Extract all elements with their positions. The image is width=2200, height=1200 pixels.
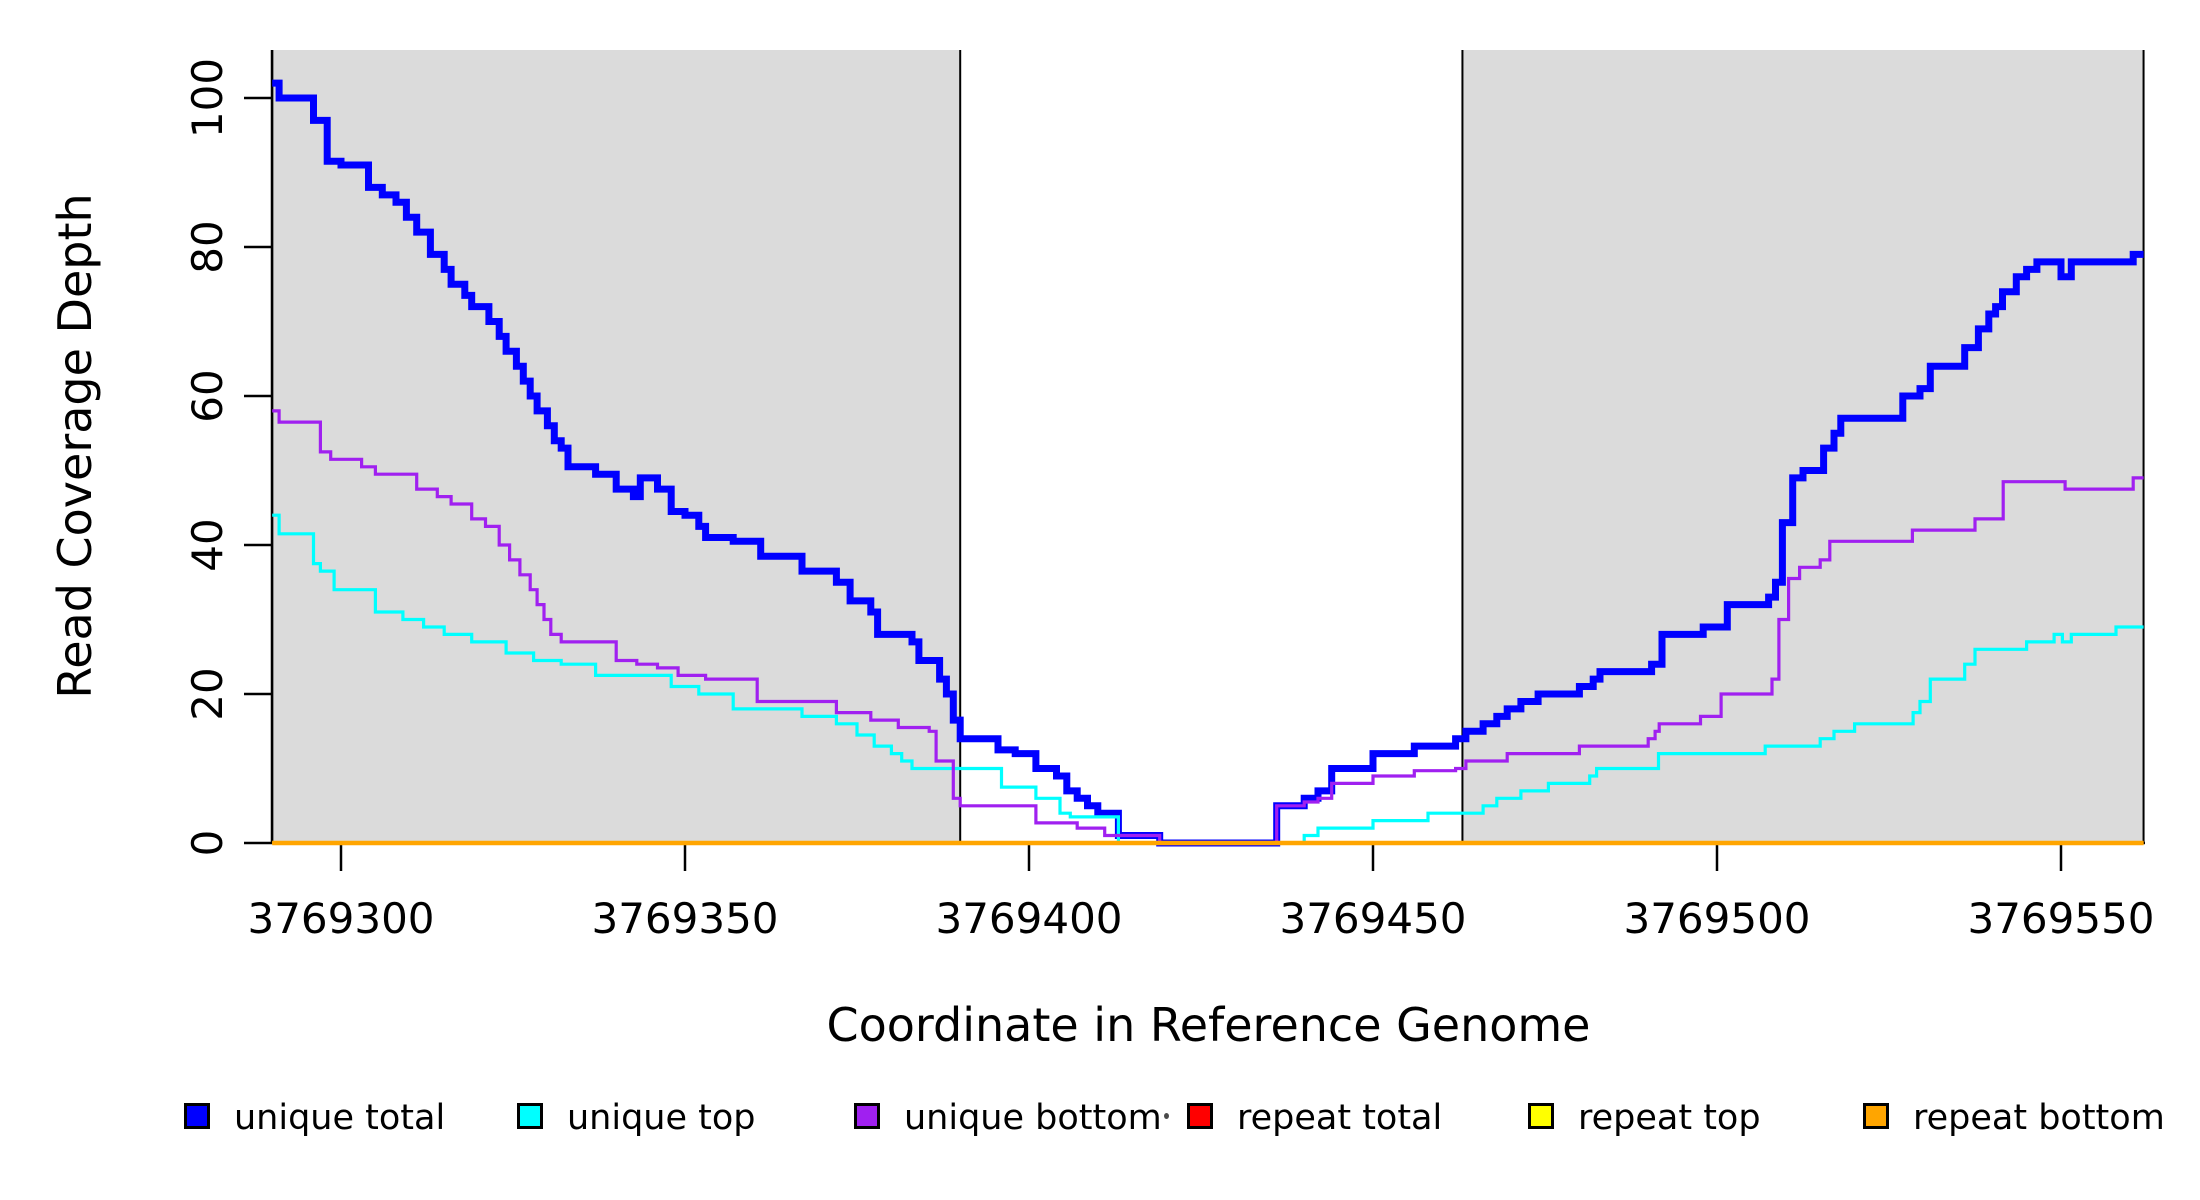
series-unique-top bbox=[272, 513, 2144, 845]
x-tick-label: 3769550 bbox=[1967, 894, 2154, 943]
stray-dot-artifact bbox=[1164, 1113, 1169, 1119]
series-unique-bottom bbox=[272, 409, 2144, 845]
x-tick-label: 3769300 bbox=[247, 894, 434, 943]
y-tick-label: 40 bbox=[183, 518, 232, 571]
x-axis-title: Coordinate in Reference Genome bbox=[826, 998, 1591, 1052]
y-tick-label: 0 bbox=[183, 830, 232, 857]
y-tick-label: 80 bbox=[183, 220, 232, 273]
x-tick-label: 3769450 bbox=[1279, 894, 1466, 943]
left-shaded-region bbox=[272, 50, 961, 843]
x-tick-label: 3769400 bbox=[935, 894, 1122, 943]
x-tick-label: 3769500 bbox=[1623, 894, 1810, 943]
y-tick-label: 60 bbox=[183, 369, 232, 422]
x-tick-label: 3769350 bbox=[591, 894, 778, 943]
right-shaded-region bbox=[1462, 50, 2144, 843]
y-axis-title: Read Coverage Depth bbox=[48, 193, 102, 699]
y-tick-label: 20 bbox=[183, 667, 232, 720]
series-unique-total bbox=[272, 79, 2144, 847]
y-tick-label: 100 bbox=[183, 58, 232, 138]
